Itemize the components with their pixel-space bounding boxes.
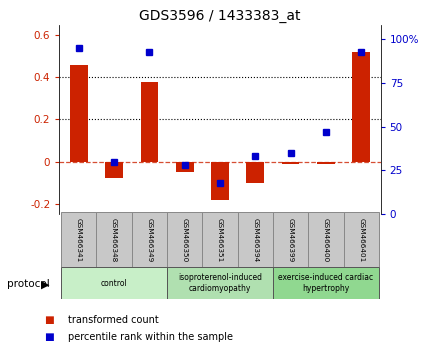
Bar [352, 52, 370, 161]
Text: GSM466401: GSM466401 [358, 218, 364, 262]
Text: protocol: protocol [7, 279, 49, 289]
Text: transformed count: transformed count [68, 315, 159, 325]
Bar [176, 161, 194, 172]
Bar [246, 161, 264, 183]
Bar [70, 65, 88, 161]
Bar [308, 212, 344, 267]
Bar [141, 81, 158, 161]
Text: control: control [101, 279, 128, 288]
Bar [344, 212, 379, 267]
Bar [273, 267, 379, 299]
Bar [317, 161, 335, 164]
Bar [282, 161, 299, 164]
Text: GSM466399: GSM466399 [288, 218, 293, 262]
Bar [211, 161, 229, 200]
Text: GSM466348: GSM466348 [111, 218, 117, 262]
Bar [202, 212, 238, 267]
Bar [132, 212, 167, 267]
Text: GSM466349: GSM466349 [147, 218, 152, 262]
Bar [167, 212, 202, 267]
Text: ■: ■ [44, 332, 54, 342]
Text: isoproterenol-induced
cardiomyopathy: isoproterenol-induced cardiomyopathy [178, 274, 262, 293]
Bar [61, 267, 167, 299]
Text: GSM466400: GSM466400 [323, 218, 329, 262]
Bar [61, 212, 96, 267]
Text: ■: ■ [44, 315, 54, 325]
Text: exercise-induced cardiac
hypertrophy: exercise-induced cardiac hypertrophy [279, 274, 374, 293]
Text: GDS3596 / 1433383_at: GDS3596 / 1433383_at [139, 9, 301, 23]
Text: GSM466341: GSM466341 [76, 218, 82, 262]
Bar [238, 212, 273, 267]
Bar [273, 212, 308, 267]
Text: ▶: ▶ [40, 279, 49, 289]
Bar [167, 267, 273, 299]
Text: GSM466350: GSM466350 [182, 218, 188, 262]
Text: GSM466351: GSM466351 [217, 218, 223, 262]
Text: percentile rank within the sample: percentile rank within the sample [68, 332, 233, 342]
Bar [105, 161, 123, 178]
Text: GSM466394: GSM466394 [252, 218, 258, 262]
Bar [96, 212, 132, 267]
